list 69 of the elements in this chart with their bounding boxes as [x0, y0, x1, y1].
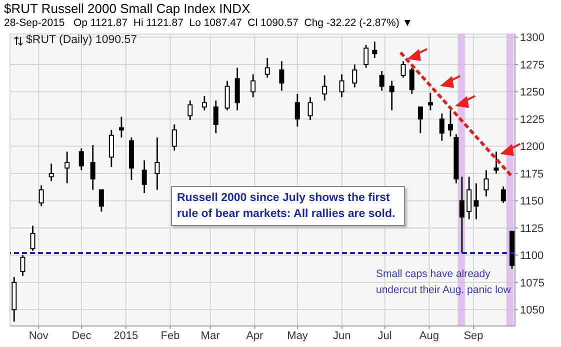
y-tick-label: 1250 — [520, 86, 544, 99]
candlestick — [466, 176, 472, 220]
candlestick — [98, 189, 104, 212]
x-tick-label: Feb — [160, 330, 180, 342]
candlestick — [439, 112, 444, 142]
candlestick — [213, 100, 218, 134]
chart-title: $RUT Russell 2000 Small Cap Index INDX — [4, 1, 250, 16]
candlestick — [308, 96, 313, 121]
candlestick — [234, 67, 240, 111]
candlestick — [30, 225, 36, 252]
y-tick-label: 1275 — [520, 59, 544, 72]
y-tick-label: 1050 — [520, 304, 544, 317]
x-tick-label: Jul — [378, 330, 392, 342]
candlestick — [154, 136, 160, 191]
candlestick — [339, 74, 344, 98]
annotation: Russell 2000 since July shows the first rule of bear markets: All rallies are sold. — [171, 186, 405, 226]
y-tick-label: 1100 — [520, 250, 544, 262]
candlestick — [459, 176, 464, 254]
candlestick — [224, 80, 230, 111]
chart-subtitle: 28-Sep-2015 Op 1121.87 Hi 1121.87 Lo 1087.47 Cl 1090.57 Chg -32.22 (-2.87%) ▼ — [4, 17, 413, 29]
candlestick — [428, 92, 433, 111]
candlestick — [494, 150, 499, 174]
candlestick — [484, 169, 489, 198]
x-tick-label: Dec — [72, 330, 92, 342]
candlestick — [352, 64, 358, 88]
candlestick — [294, 93, 300, 128]
x-tick-label: Mar — [200, 330, 220, 342]
x-tick-label: May — [287, 330, 308, 342]
candlestick — [379, 70, 384, 92]
x-tick-label: Sep — [464, 330, 484, 342]
candlestick — [172, 124, 177, 152]
candlestick — [364, 44, 369, 68]
y-tick-label: 1075 — [520, 277, 544, 290]
candlestick — [279, 60, 284, 92]
candlestick — [64, 150, 70, 184]
candlestick — [90, 144, 96, 191]
candlestick — [202, 95, 207, 111]
candlestick — [250, 74, 256, 98]
candlestick — [38, 184, 44, 207]
candlestick — [389, 80, 394, 111]
x-tick-label: Jun — [333, 330, 351, 342]
candlestick — [188, 100, 193, 121]
y-tick-label: 1300 — [520, 32, 544, 44]
candlestick — [409, 67, 414, 95]
y-tick-label: 1225 — [520, 114, 544, 126]
y-tick-label: 1125 — [520, 222, 544, 235]
candlestick — [418, 106, 423, 134]
annotation: Small caps have already undercut their Aug. panic low — [376, 267, 512, 298]
y-tick-label: 1200 — [520, 141, 544, 154]
candlestick — [372, 40, 378, 59]
candlestick — [20, 254, 26, 277]
x-tick-label: Apr — [246, 330, 264, 342]
candlestick — [108, 129, 114, 168]
y-tick-label: 1175 — [520, 168, 544, 180]
x-tick-label: 2015 — [114, 330, 138, 342]
y-tick-label: 1150 — [520, 196, 544, 208]
candlestick — [474, 182, 479, 220]
candlestick — [142, 160, 147, 194]
candlestick — [264, 57, 270, 78]
candlestick — [118, 116, 124, 138]
candlestick — [78, 148, 84, 171]
annotation: $RUT (Daily) 1090.57 — [26, 34, 138, 46]
x-tick-label: Nov — [28, 330, 49, 342]
candlestick — [448, 110, 453, 138]
candlestick — [322, 74, 328, 102]
candlestick — [400, 60, 406, 78]
x-tick-label: Aug — [419, 330, 439, 342]
candlestick — [500, 186, 506, 204]
candlestick — [48, 162, 54, 182]
